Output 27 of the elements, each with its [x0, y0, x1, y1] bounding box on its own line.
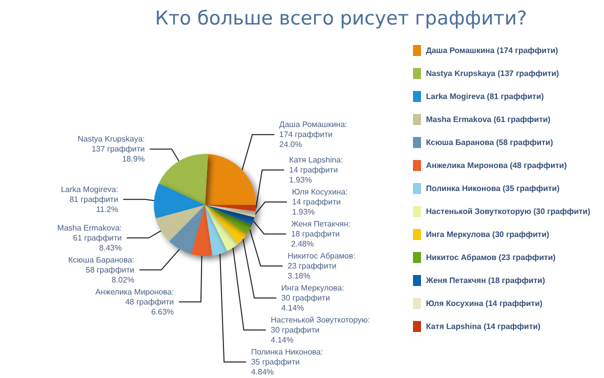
data-label: Инга Меркулова: 30 граффити 4.14% — [281, 284, 344, 312]
data-label: Nastya Krupskaya: 137 граффити 18.9% — [78, 134, 145, 164]
legend-label: Настенькой Зовуткоторую (30 граффити) — [426, 207, 591, 216]
legend-label: Даша Ромашкина (174 граффити) — [426, 46, 558, 55]
data-label: Никитос Абрамов: 23 граффити 3.18% — [288, 252, 356, 280]
data-label: Larka Mogireva: 81 граффити 11.2% — [60, 184, 118, 214]
legend-label: Женя Петакчян (18 граффити) — [425, 276, 546, 285]
legend-label: Larka Mogireva (81 граффити) — [426, 92, 544, 101]
legend-label: Ксюша Баранова (58 граффити) — [426, 138, 554, 147]
data-label: Ксюша Баранова: 58 граффити 8.02% — [68, 255, 134, 284]
data-label: Юля Косухина: 14 граффити 1.93% — [292, 188, 348, 216]
data-label: Masha Ermakova: 61 граффити 8.43% — [57, 223, 122, 252]
data-label: Даша Ромашкина: 174 граффити 24.0% — [279, 120, 348, 150]
legend-label: Masha Ermakova (61 граффити) — [426, 115, 551, 124]
data-label: Полинка Никонова: 35 граффити 4.84% — [251, 348, 323, 376]
chart-title: Кто больше всего рисует граффити? — [155, 8, 527, 30]
data-label: Настенькой Зовуткоторую: 30 граффити 4.14% — [270, 316, 370, 344]
data-label: Катя Lapshina: 14 граффити 1.93% — [289, 156, 343, 184]
legend-label: Юля Косухина (14 граффити) — [426, 299, 543, 308]
legend-label: Никитос Абрамов (23 граффити) — [426, 253, 556, 262]
legend-label: Nastya Krupskaya (137 граффити) — [426, 69, 560, 78]
data-label: Женя Петакчян: 18 граффити 2.48% — [291, 220, 350, 248]
legend-label: Инга Меркулова (30 граффити) — [426, 230, 550, 239]
legend-label: Катя Lapshina (14 граффити) — [426, 322, 541, 331]
legend-label: Полинка Никонова (35 граффити) — [426, 184, 560, 193]
legend-label: Анжелика Миронова (48 граффити) — [426, 161, 568, 170]
data-label: Анжелика Миронова: 48 граффити 6.63% — [95, 287, 174, 316]
